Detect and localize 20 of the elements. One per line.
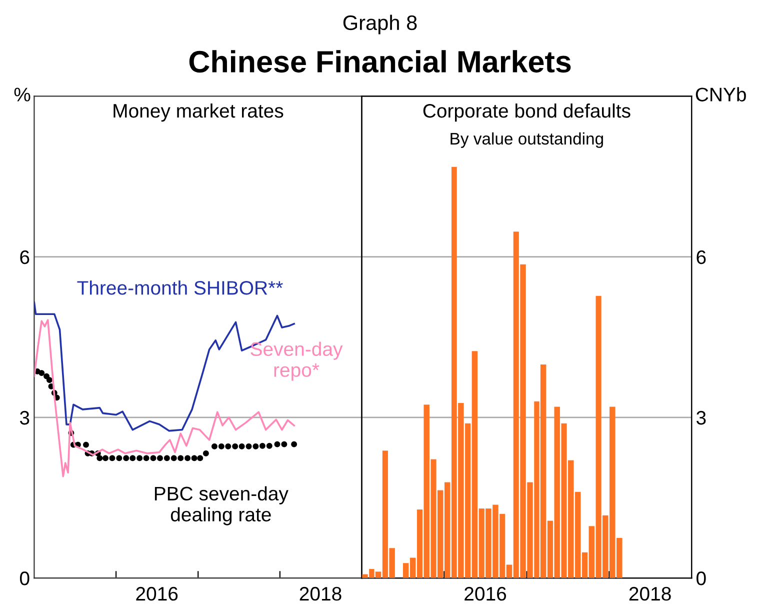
- y2-tick-label: 3: [696, 410, 706, 425]
- y-tick-label: 6: [20, 250, 30, 264]
- y-axis-title: %: [14, 88, 30, 102]
- series-label: Three-month SHIBOR**: [77, 280, 283, 295]
- chart-title: Money market rates: [114, 103, 284, 122]
- x-tick-label: 2018: [300, 586, 342, 601]
- y2-tick-label: 6: [696, 250, 706, 264]
- text: Chinese Financial Markets: [189, 50, 571, 73]
- chart-title: Corporate bond defaults: [423, 103, 630, 122]
- x-tick-label: 2016: [464, 586, 506, 601]
- caption: Graph 8: [343, 14, 417, 34]
- x-tick-label: 2016: [136, 586, 178, 601]
- y-tick-label: 0: [20, 572, 30, 586]
- series-label: PBC seven-day dealing rate: [154, 486, 288, 526]
- series-label: Seven-day repo*: [250, 342, 343, 381]
- y-tick-label: 3: [20, 410, 30, 425]
- x-tick-label: 2018: [629, 586, 671, 601]
- text: By value outstanding: [450, 132, 603, 148]
- y2-axis-title: CNYb: [696, 87, 746, 102]
- y2-tick-label: 0: [696, 572, 706, 586]
